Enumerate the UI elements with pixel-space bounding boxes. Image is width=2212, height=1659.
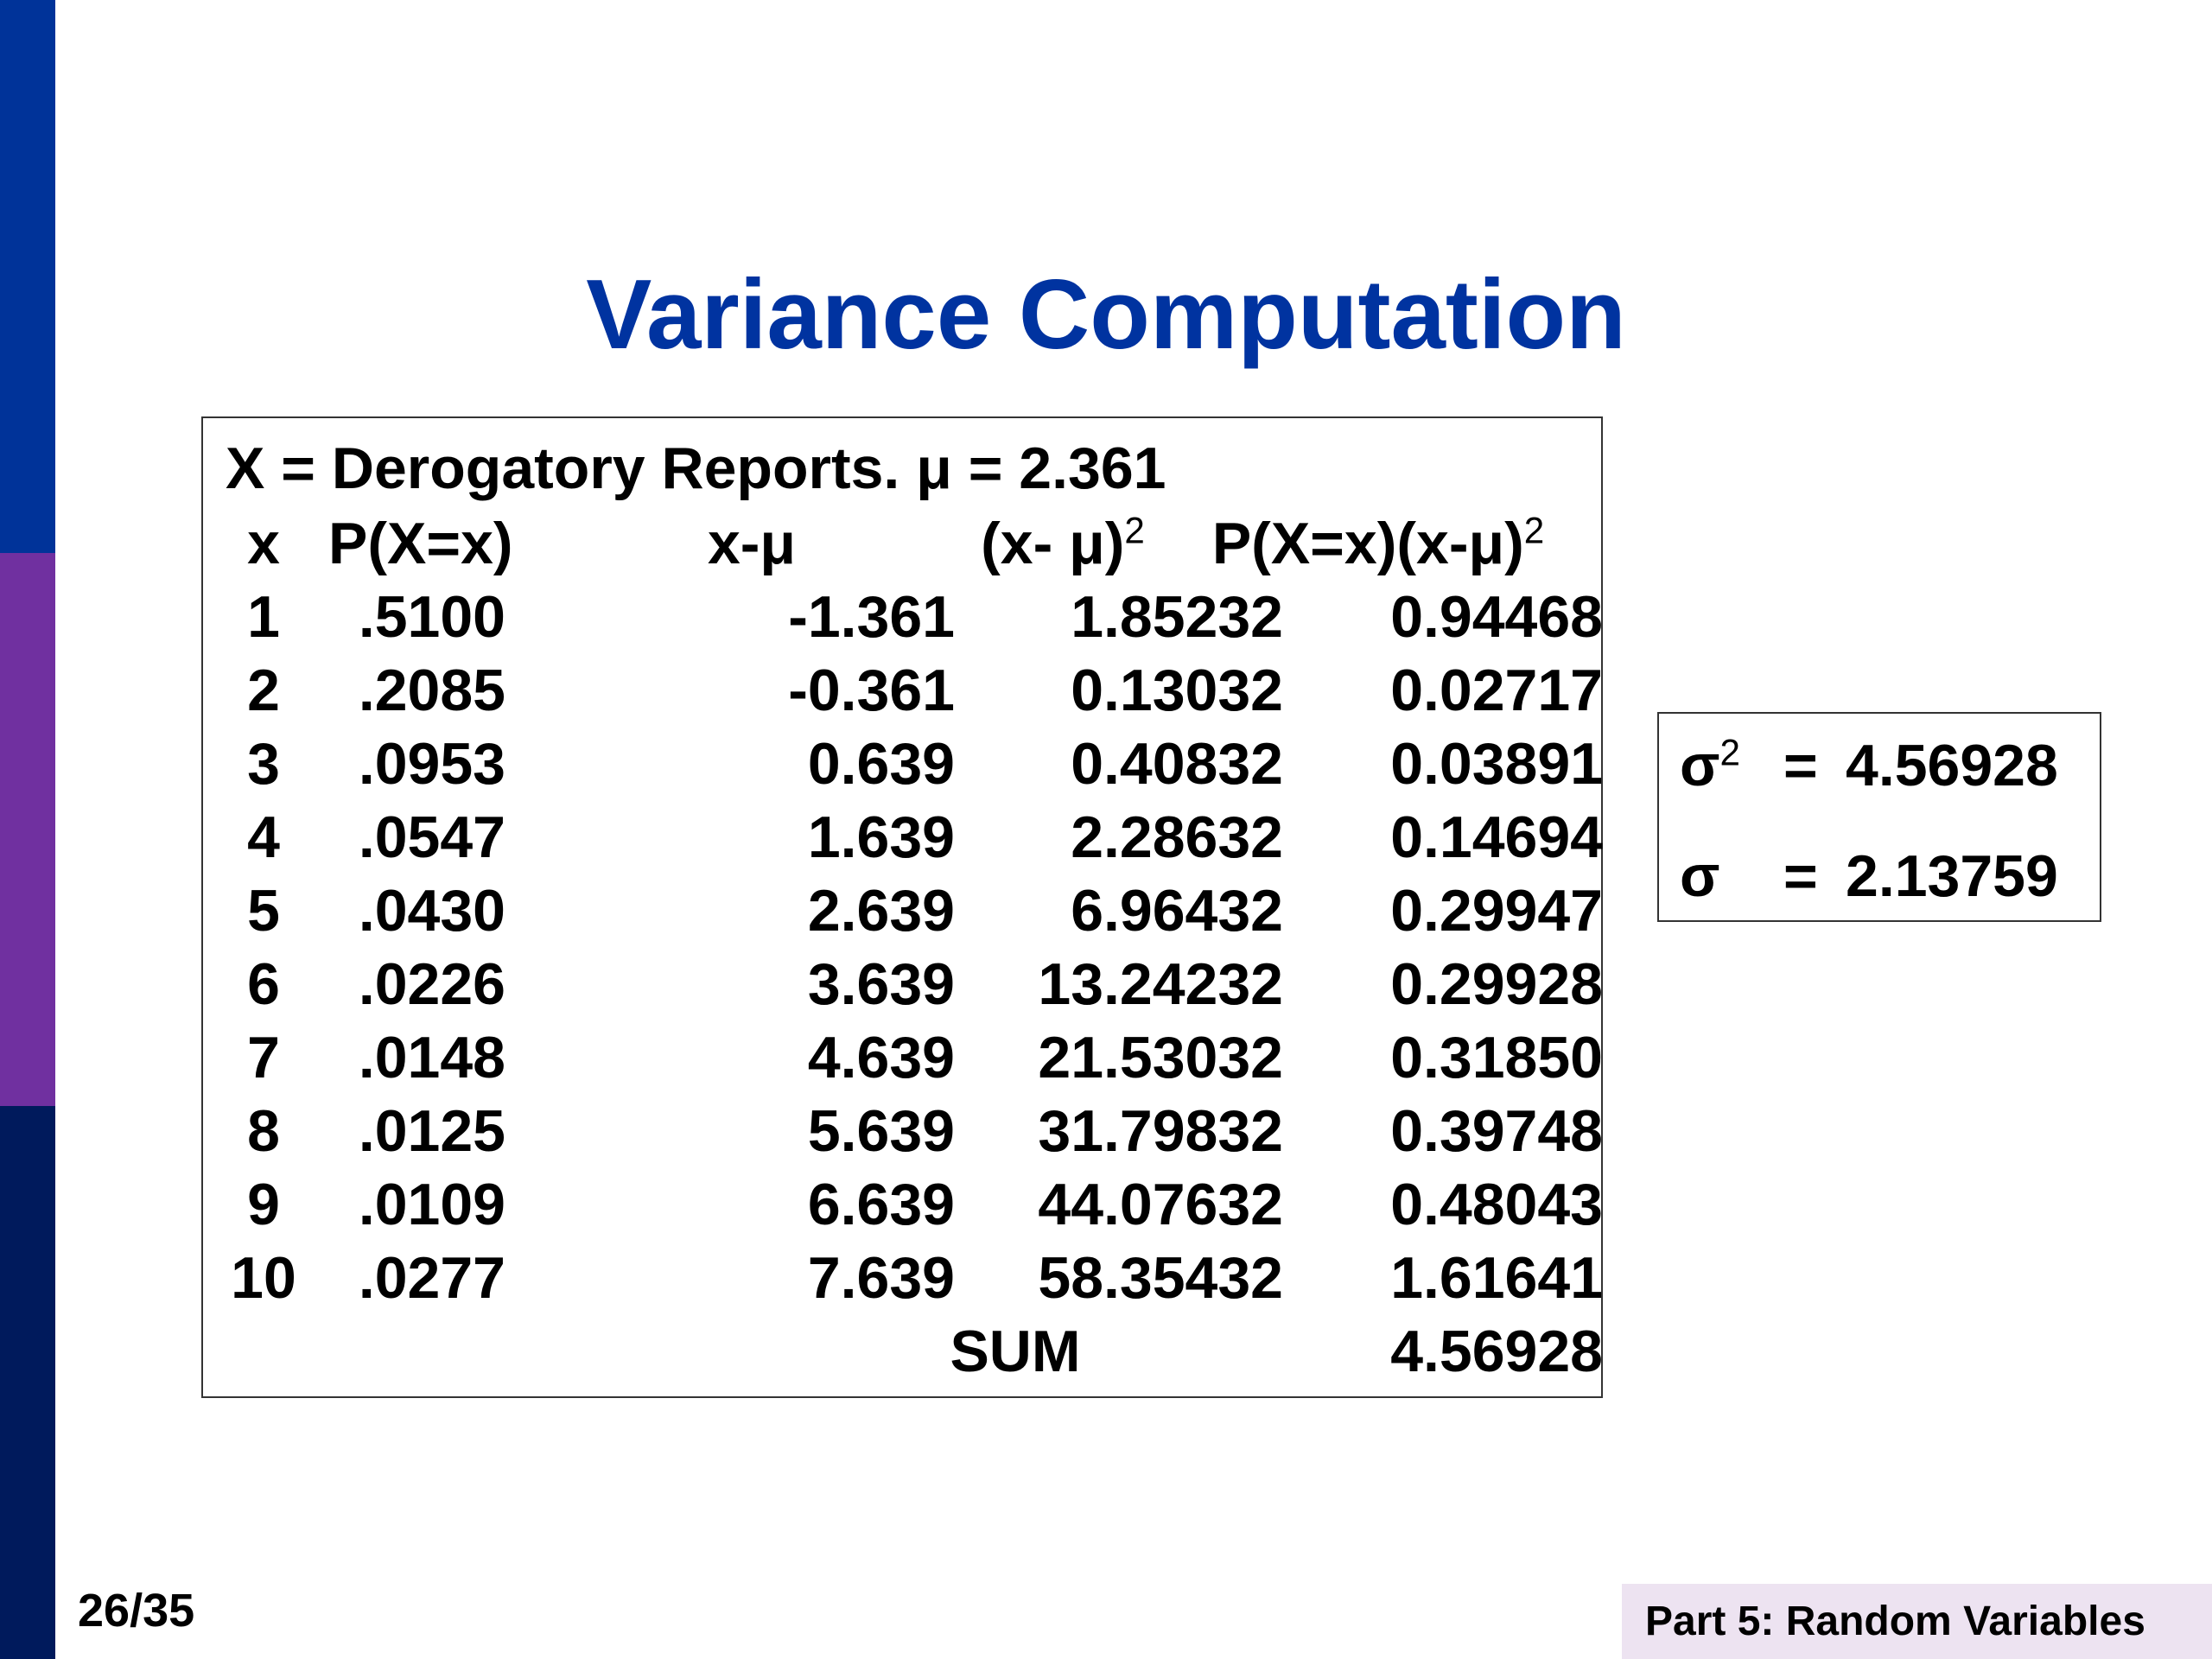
cell-squared-deviation: 44.07632 (1038, 1172, 1283, 1237)
header-weighted-squared-deviation-base: P(X=x)(x-μ) (1211, 511, 1524, 576)
cell-probability: .2085 (358, 658, 505, 723)
header-deviation: x-μ (707, 511, 797, 576)
cell-squared-deviation: 2.28632 (1071, 804, 1283, 870)
table-row: 5 .0430 2.639 6.96432 0.29947 (203, 874, 1603, 948)
cell-probability: .0226 (358, 951, 505, 1017)
table-header-row: x P(X=x) x-μ (x- μ)2 P(X=x)(x-μ)2 (203, 507, 1601, 581)
cell-x: 3 (247, 731, 280, 797)
slide-title: Variance Computation (586, 260, 1626, 370)
cell-x: 4 (247, 804, 280, 870)
variance-symbol: σ2 (1680, 731, 1783, 800)
cell-deviation: 0.639 (807, 731, 955, 797)
cell-weighted-squared-deviation: 0.39748 (1390, 1098, 1603, 1164)
cell-squared-deviation: 13.24232 (1038, 951, 1283, 1017)
header-weighted-squared-deviation-exponent: 2 (1523, 510, 1545, 551)
cell-squared-deviation: 0.40832 (1071, 731, 1283, 797)
variance-value: 4.56928 (1846, 733, 2058, 798)
header-weighted-squared-deviation: P(X=x)(x-μ)2 (1119, 507, 1637, 581)
table-row: 6 .0226 3.639 13.24232 0.29928 (203, 948, 1603, 1021)
cell-x: 1 (247, 584, 280, 650)
variance-result-box: σ2 = 4.56928 σ = 2.13759 (1657, 712, 2101, 922)
variance-line: σ2 = 4.56928 (1680, 731, 2058, 800)
cell-weighted-squared-deviation: 0.48043 (1390, 1172, 1603, 1237)
cell-deviation: 5.639 (807, 1098, 955, 1164)
page-number: 26/35 (78, 1585, 195, 1637)
cell-probability: .0277 (358, 1245, 505, 1311)
variance-equals: = (1783, 733, 1818, 798)
cell-squared-deviation: 6.96432 (1071, 878, 1283, 944)
cell-deviation: -0.361 (788, 658, 955, 723)
cell-probability: .5100 (358, 584, 505, 650)
table-row: 10 .0277 7.639 58.35432 1.61641 (203, 1242, 1603, 1315)
cell-x: 2 (247, 658, 280, 723)
cell-probability: .0148 (358, 1025, 505, 1090)
cell-probability: .0109 (358, 1172, 505, 1237)
cell-deviation: 6.639 (807, 1172, 955, 1237)
variance-symbol-base: σ (1680, 733, 1720, 798)
cell-weighted-squared-deviation: 0.14694 (1390, 804, 1603, 870)
cell-x: 5 (247, 878, 280, 944)
standard-deviation-equals: = (1783, 843, 1818, 909)
sidebar-block-navy (0, 1106, 55, 1659)
cell-probability: .0953 (358, 731, 505, 797)
cell-squared-deviation: 21.53032 (1038, 1025, 1283, 1090)
cell-probability: .0125 (358, 1098, 505, 1164)
cell-squared-deviation: 31.79832 (1038, 1098, 1283, 1164)
table-row: 4 .0547 1.639 2.28632 0.14694 (203, 801, 1603, 874)
header-probability: P(X=x) (328, 511, 513, 576)
cell-x: 6 (247, 951, 280, 1017)
cell-squared-deviation: 0.13032 (1071, 658, 1283, 723)
cell-weighted-squared-deviation: 0.02717 (1390, 658, 1603, 723)
cell-deviation: 2.639 (807, 878, 955, 944)
cell-weighted-squared-deviation: 0.94468 (1390, 584, 1603, 650)
sum-value: 4.56928 (1390, 1319, 1603, 1384)
cell-weighted-squared-deviation: 0.31850 (1390, 1025, 1603, 1090)
cell-deviation: 1.639 (807, 804, 955, 870)
sidebar-block-purple (0, 553, 55, 1106)
cell-weighted-squared-deviation: 0.03891 (1390, 731, 1603, 797)
cell-x: 9 (247, 1172, 280, 1237)
standard-deviation-line: σ = 2.13759 (1680, 842, 2058, 911)
variance-table: X = Derogatory Reports. μ = 2.361 x P(X=… (201, 416, 1603, 1398)
sidebar-decoration (0, 0, 55, 1659)
table-row: 8 .0125 5.639 31.79832 0.39748 (203, 1095, 1603, 1168)
cell-probability: .0430 (358, 878, 505, 944)
footer-section-label: Part 5: Random Variables (1622, 1584, 2212, 1659)
cell-deviation: 7.639 (807, 1245, 955, 1311)
cell-squared-deviation: 1.85232 (1071, 584, 1283, 650)
header-squared-deviation-base: (x- μ) (981, 511, 1125, 576)
sum-label: SUM (950, 1319, 1081, 1384)
cell-weighted-squared-deviation: 0.29947 (1390, 878, 1603, 944)
header-squared-deviation: (x- μ)2 (842, 507, 1283, 581)
table-row: 2 .2085 -0.361 0.13032 0.02717 (203, 654, 1603, 728)
table-row: 7 .0148 4.639 21.53032 0.31850 (203, 1021, 1603, 1095)
cell-weighted-squared-deviation: 1.61641 (1390, 1245, 1603, 1311)
cell-x: 8 (247, 1098, 280, 1164)
sidebar-block-blue (0, 0, 55, 553)
cell-weighted-squared-deviation: 0.29928 (1390, 951, 1603, 1017)
standard-deviation-value: 2.13759 (1846, 843, 2058, 909)
cell-deviation: 4.639 (807, 1025, 955, 1090)
table-row: 3 .0953 0.639 0.40832 0.03891 (203, 728, 1603, 801)
cell-probability: .0547 (358, 804, 505, 870)
table-caption: X = Derogatory Reports. μ = 2.361 (226, 435, 1166, 501)
table-sum-row: SUM 4.56928 (203, 1315, 1603, 1389)
cell-deviation: 3.639 (807, 951, 955, 1017)
cell-deviation: -1.361 (788, 584, 955, 650)
header-x: x (247, 511, 280, 576)
cell-squared-deviation: 58.35432 (1038, 1245, 1283, 1311)
cell-x: 10 (231, 1245, 296, 1311)
header-squared-deviation-exponent: 2 (1124, 510, 1145, 551)
cell-x: 7 (247, 1025, 280, 1090)
table-row: 9 .0109 6.639 44.07632 0.48043 (203, 1168, 1603, 1242)
table-row: 1 .5100 -1.361 1.85232 0.94468 (203, 581, 1603, 654)
variance-symbol-exponent: 2 (1719, 732, 1740, 773)
standard-deviation-symbol: σ (1680, 843, 1720, 909)
